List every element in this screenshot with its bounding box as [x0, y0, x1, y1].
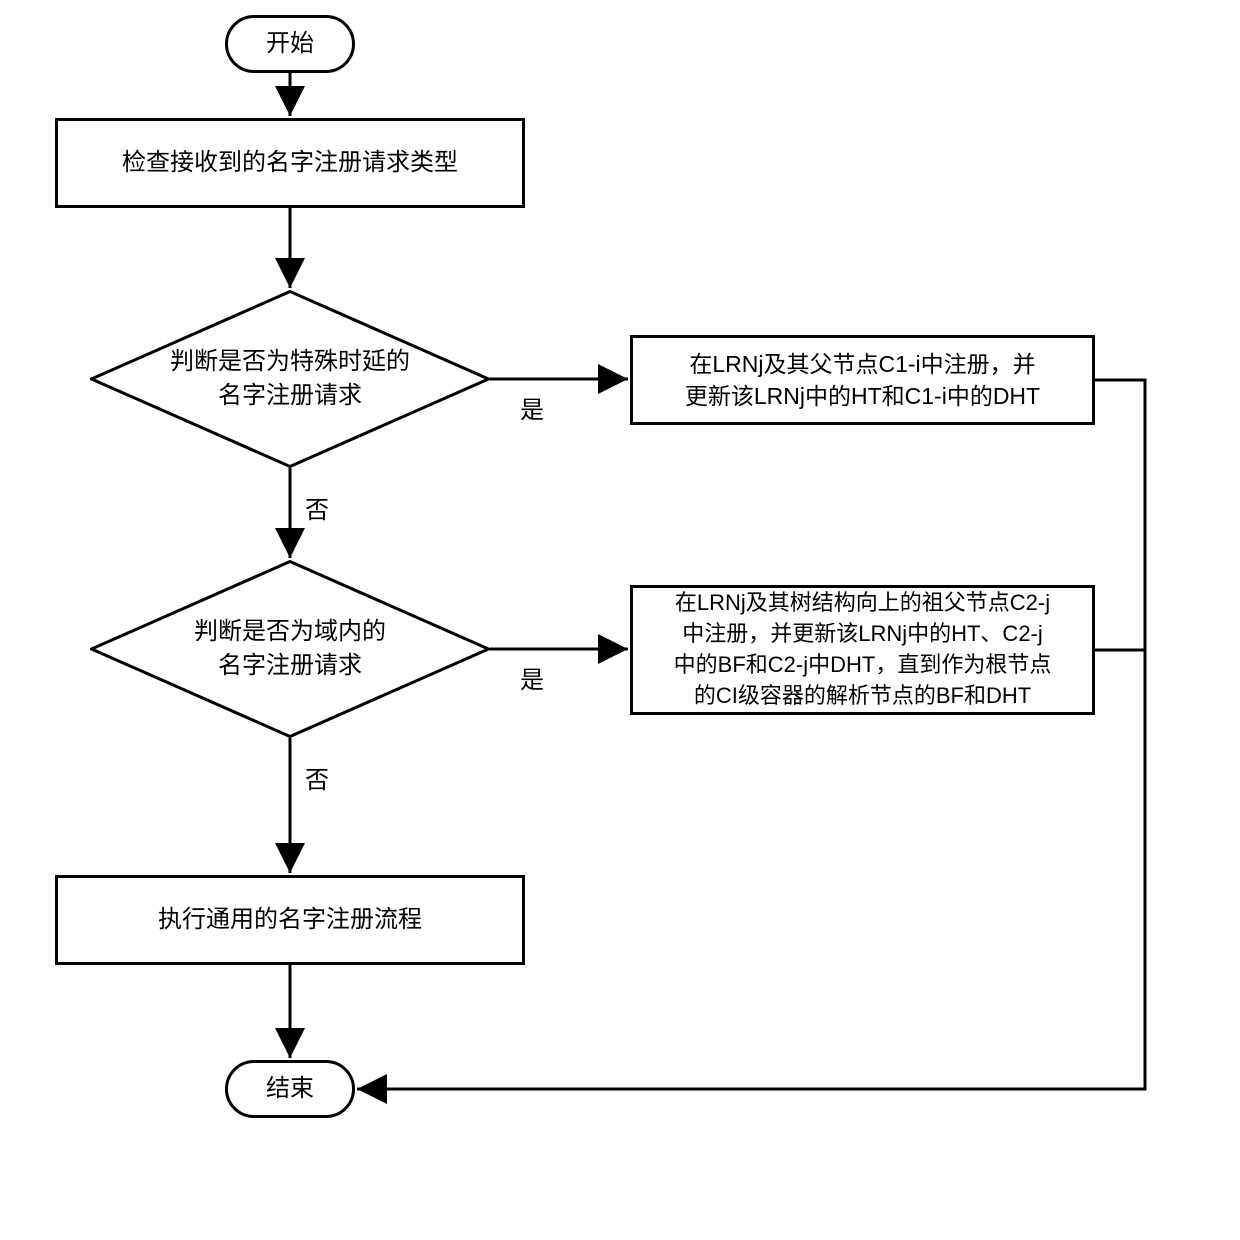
flowchart-container: 开始 检查接收到的名字注册请求类型 判断是否为特殊时延的 名字注册请求 在LRN… [0, 0, 1240, 1240]
end-label: 结束 [266, 1072, 314, 1106]
no2-label: 否 [305, 760, 329, 795]
process3-label: 执行通用的名字注册流程 [158, 903, 422, 937]
no1-label: 否 [305, 490, 329, 525]
decision1: 判断是否为特殊时延的 名字注册请求 [90, 290, 490, 468]
end-terminal: 结束 [225, 1060, 355, 1118]
process1: 在LRNj及其父节点C1-i中注册，并 更新该LRNj中的HT和C1-i中的DH… [630, 335, 1095, 425]
yes2-label: 是 [520, 660, 544, 695]
decision1-label: 判断是否为特殊时延的 名字注册请求 [170, 345, 410, 412]
process2-label: 在LRNj及其树结构向上的祖父节点C2-j 中注册，并更新该LRNj中的HT、C… [674, 588, 1052, 711]
decision2: 判断是否为域内的 名字注册请求 [90, 560, 490, 738]
start-terminal: 开始 [225, 15, 355, 73]
start-label: 开始 [266, 27, 314, 61]
yes1-label: 是 [520, 390, 544, 425]
decision2-label: 判断是否为域内的 名字注册请求 [194, 615, 386, 682]
process3: 执行通用的名字注册流程 [55, 875, 525, 965]
check-process: 检查接收到的名字注册请求类型 [55, 118, 525, 208]
check-label: 检查接收到的名字注册请求类型 [122, 146, 458, 180]
process1-label: 在LRNj及其父节点C1-i中注册，并 更新该LRNj中的HT和C1-i中的DH… [685, 348, 1040, 412]
process2: 在LRNj及其树结构向上的祖父节点C2-j 中注册，并更新该LRNj中的HT、C… [630, 585, 1095, 715]
